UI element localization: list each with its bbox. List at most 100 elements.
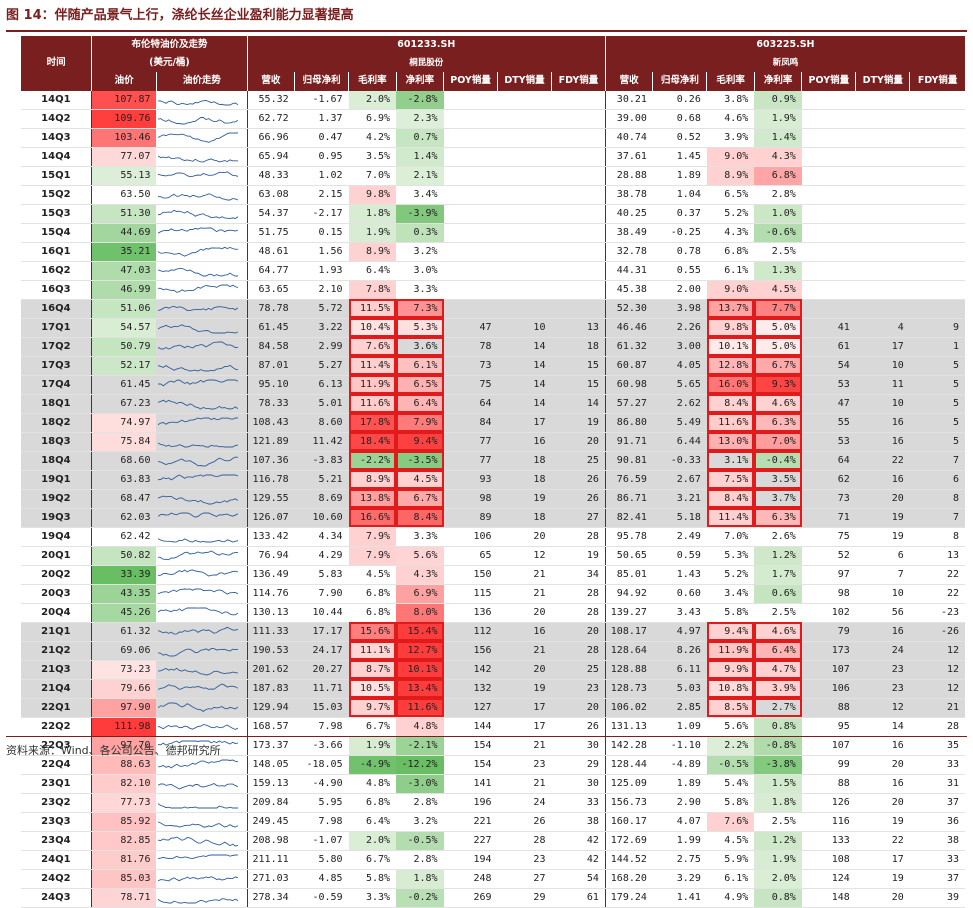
cell-b-1: 6.44: [652, 432, 707, 452]
cell-a-2: 9.7%: [348, 698, 397, 718]
cell-a-4: 132: [443, 679, 498, 699]
cell-b-4: [801, 242, 856, 262]
oil-price-cell: 33.39: [91, 565, 157, 585]
table-row: 15Q2 63.50 63.08 2.15 9.8% 3.4% 38.78 1.04 6.5% 2…: [20, 185, 965, 205]
cell-b-5: 23: [855, 660, 910, 680]
cell-a-3: 5.3%: [396, 318, 444, 338]
cell-b-4: 53: [801, 375, 856, 395]
oil-sparkline-icon: [158, 569, 239, 577]
cell-b-5: [855, 128, 910, 148]
cell-a-3: 0.3%: [396, 223, 444, 243]
quarter-cell: 15Q2: [20, 185, 92, 205]
oil-sparkline: [156, 128, 248, 148]
cell-a-1: 2.15: [294, 185, 349, 205]
cell-a-6: 26: [551, 717, 606, 737]
oil-sparkline-icon: [158, 683, 239, 690]
cell-b-1: 0.55: [652, 261, 707, 281]
oil-sparkline-icon: [158, 854, 239, 859]
cell-b-0: 86.71: [604, 489, 653, 509]
oil-price-cell: 74.97: [91, 413, 157, 433]
cell-a-3: 5.6%: [396, 546, 444, 566]
header-time: 时间: [19, 36, 92, 91]
cell-b-0: 128.44: [604, 755, 653, 775]
cell-b-3: 1.5%: [754, 774, 802, 794]
cell-a-4: 112: [443, 622, 498, 642]
oil-sparkline: [156, 622, 248, 642]
cell-b-4: 98: [801, 584, 856, 604]
sparkline-path: [158, 854, 239, 859]
oil-price-cell: 44.69: [91, 223, 157, 243]
oil-price-cell: 55.13: [91, 166, 157, 186]
quarter-cell: 16Q4: [20, 299, 92, 319]
cell-a-3: 3.3%: [396, 280, 444, 300]
cell-a-5: 19: [497, 489, 552, 509]
oil-group-label: 布伦特油价及走势: [131, 39, 208, 51]
cell-b-0: 38.49: [604, 223, 653, 243]
table-body: 14Q1 107.87 55.32 -1.67 2.0% -2.8% 30.21 0.26 3.…: [20, 90, 965, 908]
cell-b-5: [855, 242, 910, 262]
cell-a-5: 21: [497, 641, 552, 661]
cell-b-5: [855, 204, 910, 224]
cell-a-6: 42: [551, 831, 606, 851]
oil-sparkline-icon: [158, 341, 239, 350]
sparkline-path: [158, 170, 239, 177]
quarter-cell: 14Q2: [20, 109, 92, 129]
cell-a-2: 6.8%: [348, 603, 397, 623]
cell-a-0: 64.77: [246, 261, 295, 281]
cell-a-2: 10.5%: [348, 679, 397, 699]
cell-a-4: 77: [443, 432, 498, 452]
header-col-b-2: 毛利率: [706, 72, 755, 91]
cell-b-2: 6.1%: [706, 869, 755, 889]
quarter-cell: 24Q3: [20, 888, 92, 908]
cell-a-1: 0.15: [294, 223, 349, 243]
oil-sparkline: [156, 546, 248, 566]
cell-a-5: 19: [497, 679, 552, 699]
cell-b-4: 133: [801, 831, 856, 851]
cell-a-4: [443, 128, 498, 148]
cell-a-0: 278.34: [246, 888, 295, 908]
cell-a-4: [443, 109, 498, 129]
cell-a-3: 8.4%: [396, 508, 444, 528]
quarter-cell: 23Q4: [20, 831, 92, 851]
oil-sparkline: [156, 603, 248, 623]
cell-a-2: 1.9%: [348, 736, 397, 756]
cell-a-1: -18.05: [294, 755, 349, 775]
oil-sparkline-icon: [158, 836, 239, 847]
cell-b-5: [855, 280, 910, 300]
cell-b-6: 37: [909, 869, 965, 889]
cell-a-1: 4.85: [294, 869, 349, 889]
cell-a-0: 87.01: [246, 356, 295, 376]
cell-a-4: 89: [443, 508, 498, 528]
cell-b-5: 16: [855, 432, 910, 452]
cell-b-0: 94.92: [604, 584, 653, 604]
oil-sparkline-icon: [158, 99, 239, 106]
cell-a-3: 6.1%: [396, 356, 444, 376]
cell-b-1: 2.49: [652, 527, 707, 547]
cell-b-6: 5: [909, 413, 965, 433]
cell-a-3: 4.5%: [396, 470, 444, 490]
oil-price-cell: 63.50: [91, 185, 157, 205]
cell-a-5: [497, 261, 552, 281]
cell-a-5: 20: [497, 603, 552, 623]
cell-b-0: 172.69: [604, 831, 653, 851]
header-col-a-4: POY销量: [443, 72, 498, 91]
quarter-cell: 20Q1: [20, 546, 92, 566]
sparkline-path: [158, 875, 239, 881]
oil-sparkline-icon: [158, 512, 239, 518]
oil-sparkline: [156, 242, 248, 262]
table-row: 22Q1 97.90 129.94 15.03 9.7% 11.6% 127 17 20 106.…: [20, 698, 965, 718]
cell-b-5: 12: [855, 698, 910, 718]
cell-a-0: 159.13: [246, 774, 295, 794]
oil-price-cell: 82.10: [91, 774, 157, 794]
cell-b-2: 6.1%: [706, 261, 755, 281]
table-row: 23Q2 77.73 209.84 5.95 6.8% 2.8% 196 24 33 156.73…: [20, 793, 965, 813]
oil-sparkline: [156, 869, 248, 889]
table-row: 20Q1 50.82 76.94 4.29 7.9% 5.6% 65 12 19 50.65 0.5…: [20, 546, 965, 566]
cell-a-0: 63.65: [246, 280, 295, 300]
quarter-cell: 18Q1: [20, 394, 92, 414]
cell-b-1: 1.45: [652, 147, 707, 167]
cell-a-4: [443, 204, 498, 224]
cell-b-6: 5: [909, 394, 965, 414]
cell-b-3: 1.9%: [754, 109, 802, 129]
cell-a-0: 133.42: [246, 527, 295, 547]
